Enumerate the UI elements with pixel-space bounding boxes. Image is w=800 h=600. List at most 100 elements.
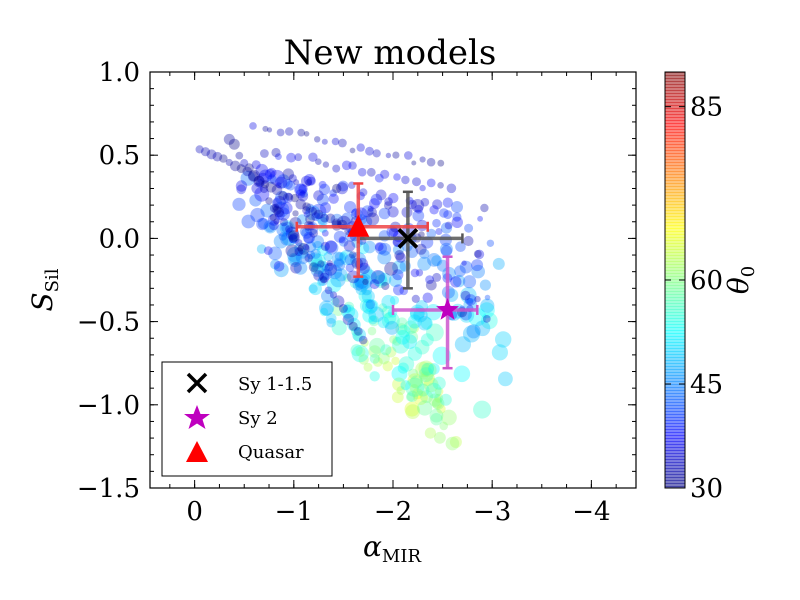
model-point <box>479 279 491 291</box>
model-point <box>362 278 369 285</box>
model-point <box>308 262 319 273</box>
model-point <box>318 183 331 195</box>
model-point <box>367 207 377 218</box>
model-point <box>441 409 457 426</box>
model-point <box>319 261 329 270</box>
model-point <box>256 218 269 231</box>
model-point <box>461 260 467 266</box>
model-point <box>349 147 356 154</box>
model-point <box>265 197 273 205</box>
model-point <box>378 207 391 220</box>
y-tick-label: −0.5 <box>77 308 140 338</box>
model-point <box>445 436 460 451</box>
model-point <box>303 174 316 186</box>
model-point <box>334 252 344 261</box>
model-point <box>474 249 485 260</box>
model-point <box>331 137 340 146</box>
model-point <box>430 413 443 426</box>
model-point <box>359 188 368 197</box>
model-point <box>484 294 491 301</box>
model-point <box>440 222 453 234</box>
model-point <box>320 241 330 251</box>
model-point <box>275 176 288 189</box>
model-point <box>395 323 408 336</box>
model-point <box>322 161 330 168</box>
model-point <box>473 250 482 258</box>
model-point <box>417 256 432 271</box>
model-point <box>408 368 419 379</box>
model-point <box>306 176 316 186</box>
model-point <box>259 184 269 194</box>
model-point <box>370 193 383 206</box>
model-point <box>309 282 322 296</box>
model-point <box>380 344 392 356</box>
model-point <box>325 213 336 224</box>
model-point <box>324 286 333 295</box>
model-point <box>402 334 417 349</box>
model-point <box>466 298 474 305</box>
model-point <box>432 376 446 390</box>
model-point <box>288 174 297 183</box>
model-point <box>332 164 341 173</box>
model-point <box>268 246 282 261</box>
model-point <box>249 122 257 130</box>
model-point <box>276 222 291 237</box>
model-point <box>297 191 309 202</box>
model-point <box>426 157 436 167</box>
model-point <box>275 182 282 189</box>
model-point <box>310 263 324 277</box>
model-point <box>420 333 434 347</box>
model-point <box>333 259 346 272</box>
model-point <box>341 160 352 171</box>
model-point <box>383 312 397 325</box>
model-point <box>295 184 307 195</box>
model-point <box>436 404 446 414</box>
model-point <box>263 220 277 234</box>
model-point <box>439 242 453 256</box>
model-point <box>324 240 339 255</box>
model-point <box>474 320 491 337</box>
model-point <box>294 183 307 197</box>
model-point <box>268 220 279 231</box>
model-point <box>420 371 435 387</box>
model-point <box>270 259 281 270</box>
model-point <box>288 234 298 244</box>
model-point <box>423 377 439 393</box>
model-point <box>439 208 449 218</box>
model-point <box>317 269 330 281</box>
x-axis-label: αMIR <box>363 530 421 567</box>
model-point <box>308 284 318 294</box>
model-point <box>381 311 400 330</box>
model-point <box>347 318 361 332</box>
model-point <box>355 346 366 357</box>
model-point <box>195 145 204 154</box>
model-point <box>255 179 265 188</box>
model-point <box>348 321 358 331</box>
model-point <box>368 315 380 327</box>
model-point <box>349 278 360 289</box>
y-axis: 1.0 0.5 0.0 −0.5 −1.0 −1.5 <box>77 58 636 504</box>
model-point <box>392 336 410 354</box>
colorbar-ticks: 30 45 60 85 <box>665 93 723 504</box>
model-point <box>337 180 349 192</box>
model-point <box>392 260 406 275</box>
model-point <box>482 315 491 323</box>
colorbar-tick-label: 30 <box>690 474 723 504</box>
model-point <box>264 168 276 180</box>
model-point <box>365 146 374 156</box>
model-point <box>302 206 311 215</box>
model-point <box>336 182 349 195</box>
model-point <box>279 220 295 236</box>
model-point <box>415 361 431 378</box>
model-point <box>352 279 364 291</box>
model-point <box>425 304 442 321</box>
model-point <box>303 131 310 137</box>
model-point <box>345 263 355 273</box>
model-point <box>449 436 462 448</box>
model-point <box>369 337 386 354</box>
model-point <box>333 230 346 243</box>
x-tick-label: 0 <box>186 497 203 527</box>
model-point <box>417 315 433 331</box>
model-point <box>295 198 307 210</box>
x-tick-label: −2 <box>374 497 412 527</box>
